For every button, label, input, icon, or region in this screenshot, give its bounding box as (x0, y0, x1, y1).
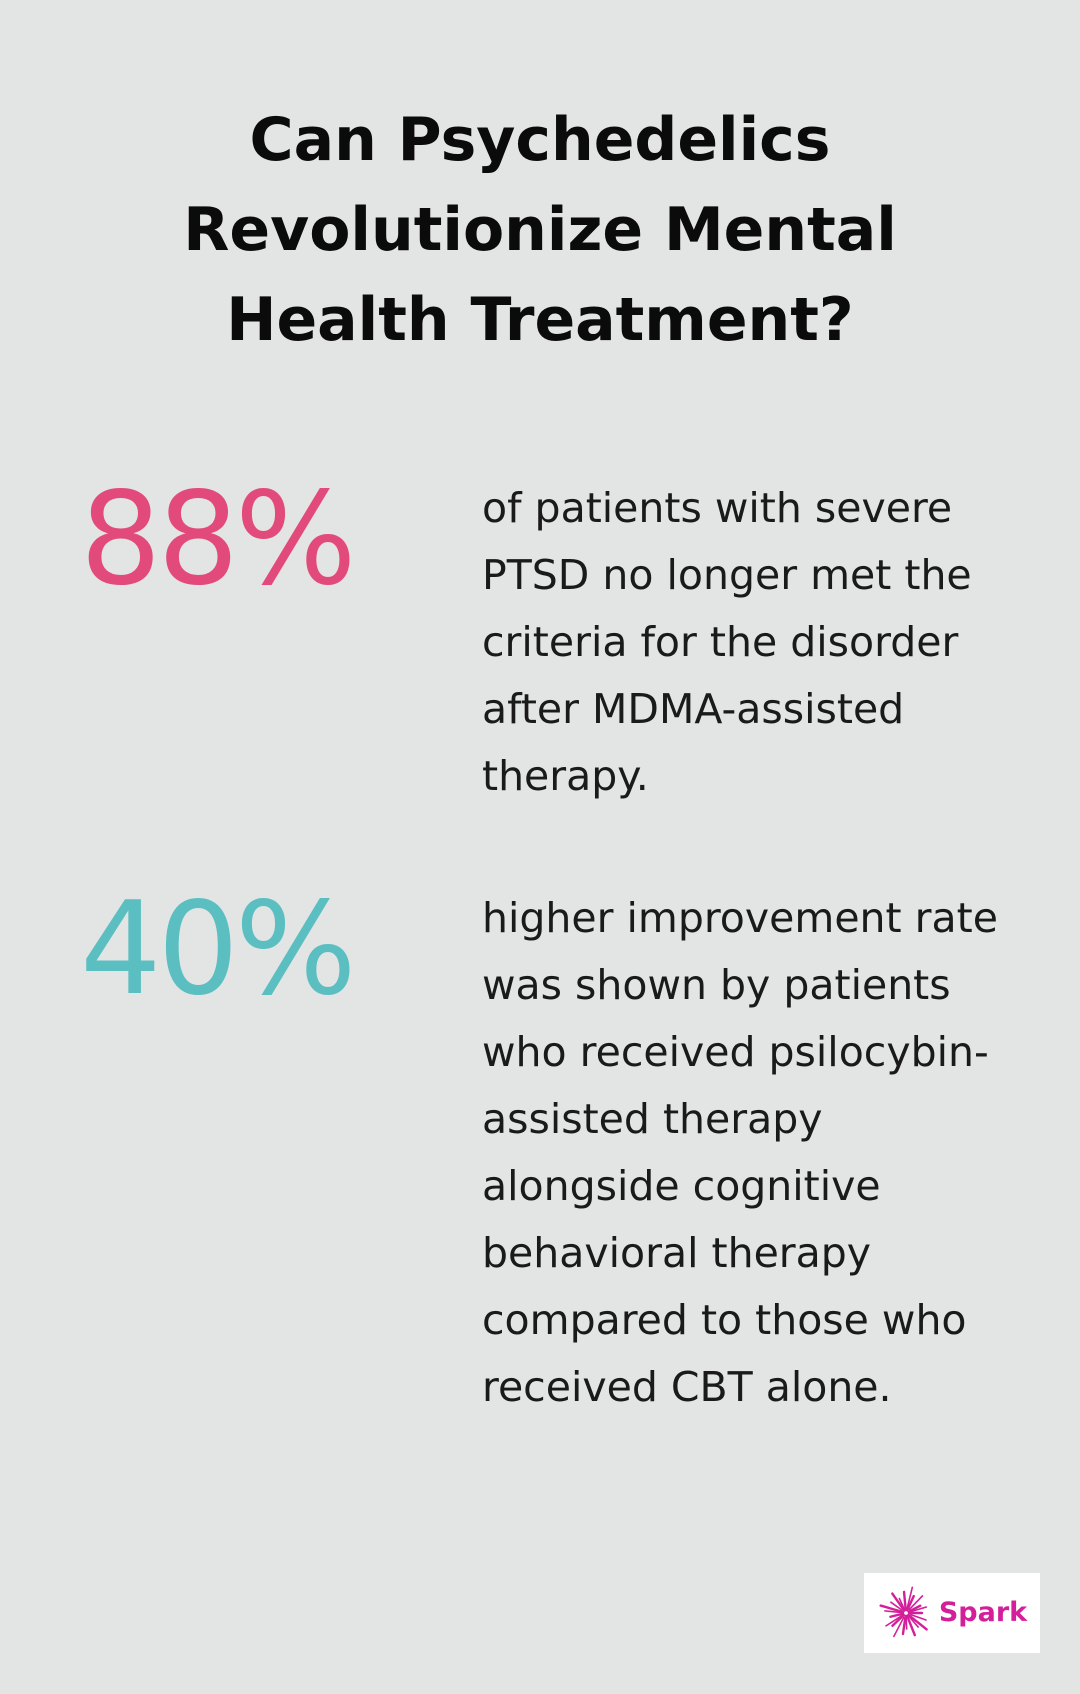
stat-value: 88% (80, 465, 357, 614)
starburst-icon (879, 1586, 928, 1638)
stat-description: of patients with severe PTSD no longer m… (482, 484, 972, 800)
brand-logo: Spark (864, 1573, 1040, 1653)
stat-value: 40% (80, 875, 357, 1024)
page-title: Can Psychedelics Revolutionize Mental He… (183, 105, 897, 355)
brand-name: Spark (938, 1597, 1028, 1628)
stat-description: higher improvement rate was shown by pat… (482, 894, 998, 1411)
